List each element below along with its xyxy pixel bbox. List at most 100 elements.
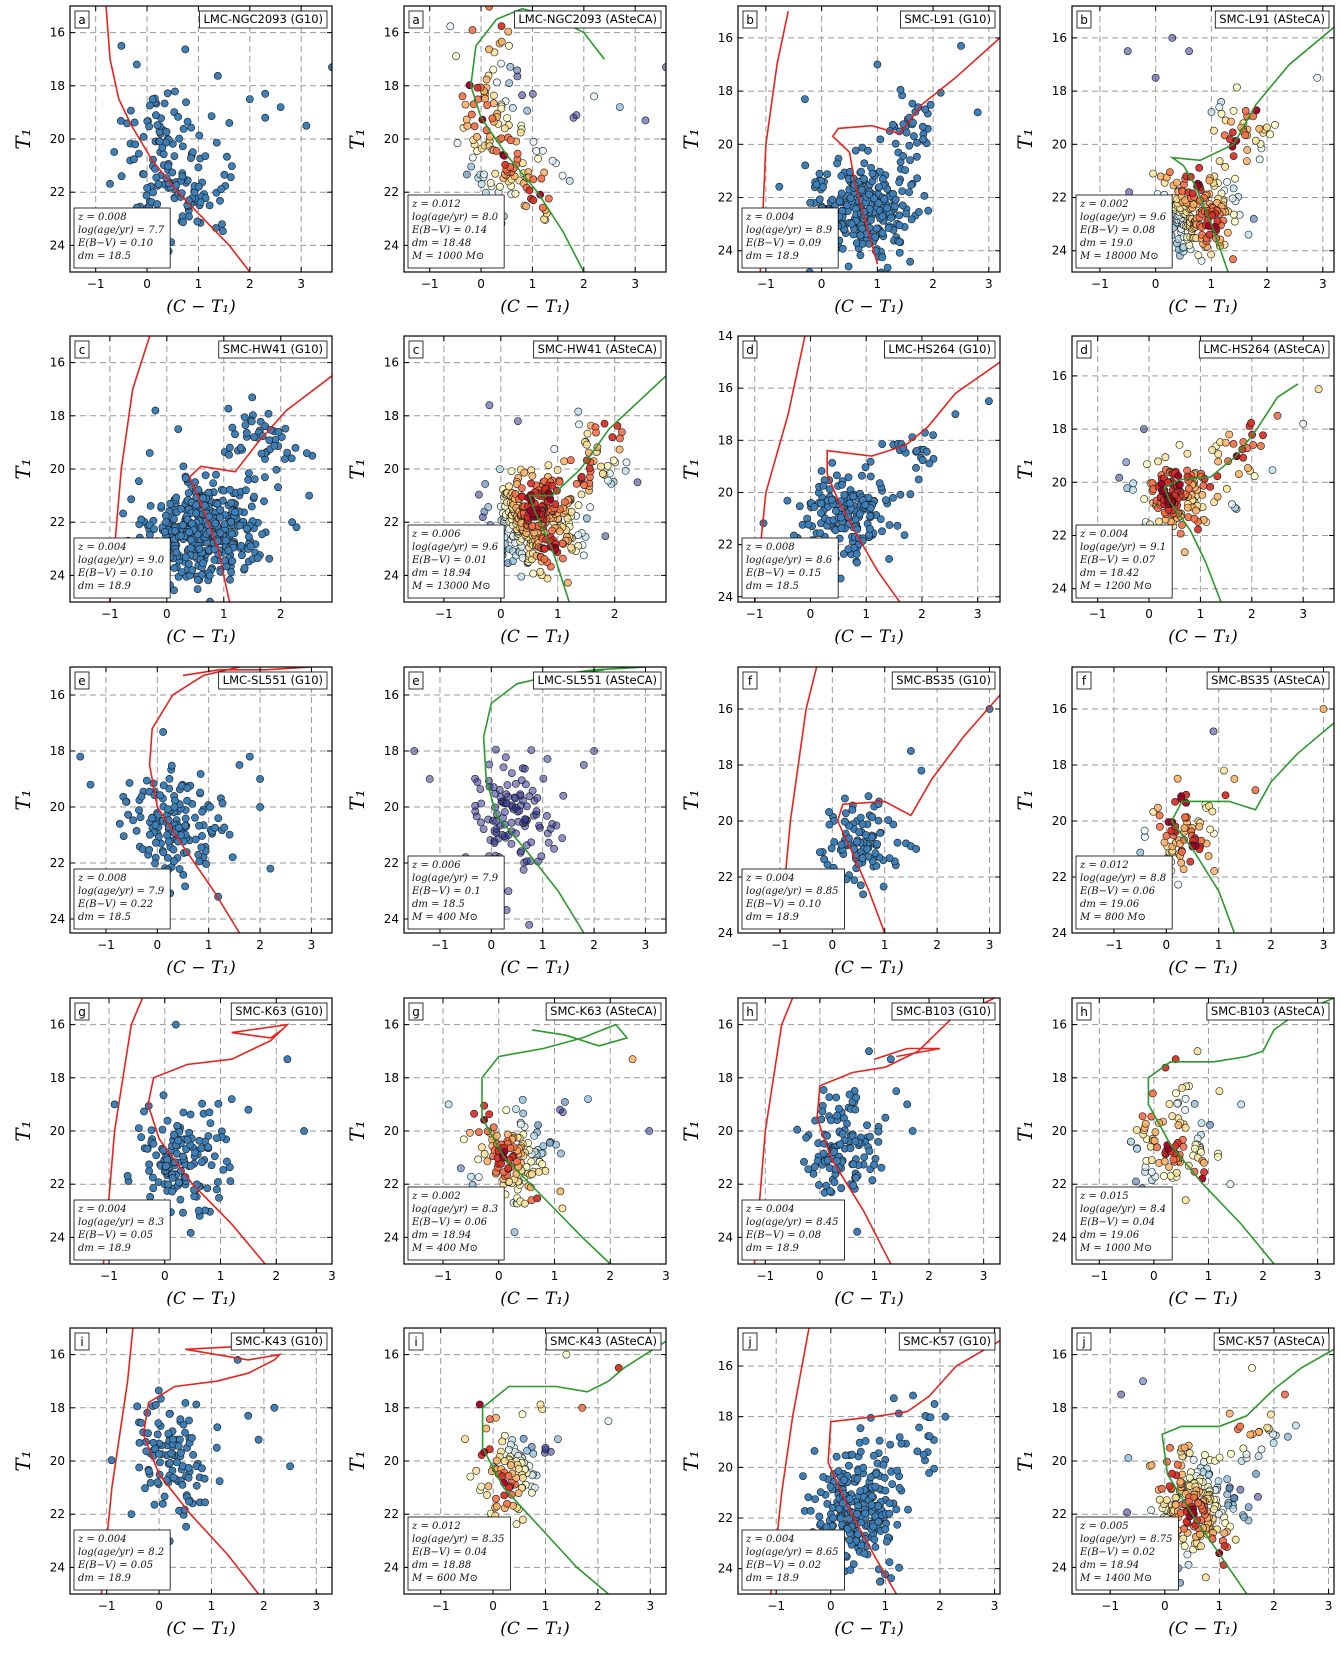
data-point: [856, 251, 865, 260]
fit-params-box: [1075, 855, 1173, 930]
data-point: [225, 443, 234, 452]
data-point: [887, 213, 895, 222]
data-point: [874, 1137, 883, 1146]
x-tick-label: 0: [163, 607, 171, 621]
panel-letter: j: [747, 1335, 751, 1349]
fit-param: log(age/yr) = 9.6: [412, 542, 499, 553]
data-point: [186, 1110, 195, 1119]
data-point: [518, 1473, 527, 1482]
data-point: [804, 1493, 813, 1502]
data-point: [857, 1541, 866, 1550]
data-point: [1214, 1477, 1223, 1485]
data-point: [1243, 146, 1252, 154]
data-point: [497, 134, 506, 143]
data-point: [1255, 155, 1264, 164]
fit-param: M = 1000 M⊙: [1079, 1243, 1152, 1254]
data-point: [880, 1473, 889, 1482]
data-point: [536, 1400, 545, 1409]
data-point: [228, 853, 237, 862]
data-point: [1229, 440, 1238, 448]
data-point: [884, 816, 893, 824]
data-point: [563, 514, 572, 523]
data-point: [134, 149, 143, 158]
y-tick-label: 20: [50, 132, 65, 146]
x-tick-label: −1: [1090, 1269, 1108, 1283]
data-point: [1147, 1461, 1156, 1470]
y-axis-label: T₁: [679, 128, 703, 149]
panel-title: LMC-HS264 (ASteCA): [1203, 342, 1325, 356]
data-point: [815, 848, 824, 856]
data-point: [127, 106, 135, 115]
data-point: [516, 790, 525, 799]
data-point: [168, 168, 177, 177]
data-point: [861, 1509, 869, 1518]
data-point: [878, 440, 887, 448]
data-point: [1165, 1482, 1174, 1491]
data-point: [1155, 517, 1163, 526]
y-tick-label: 22: [50, 515, 65, 529]
data-point: [868, 812, 877, 821]
data-point: [207, 1161, 216, 1170]
data-point: [870, 1535, 879, 1544]
data-point: [1229, 106, 1238, 115]
data-point: [482, 75, 491, 84]
data-point: [1136, 848, 1145, 857]
data-point: [912, 152, 921, 161]
data-point: [164, 1180, 172, 1189]
data-point: [241, 486, 250, 495]
fit-param: E(B−V) = 0.06: [1079, 886, 1156, 897]
data-point: [1179, 1534, 1188, 1543]
data-point: [892, 1505, 901, 1514]
data-point: [548, 820, 557, 828]
data-point: [482, 1491, 491, 1499]
data-point: [182, 1522, 190, 1531]
fit-params-box: [73, 207, 171, 269]
data-point: [172, 493, 181, 502]
data-point: [795, 502, 804, 511]
panel-title: SMC-K63 (ASteCA): [550, 1004, 657, 1018]
data-point: [861, 500, 870, 509]
data-point: [628, 1055, 637, 1064]
data-point: [188, 566, 197, 575]
panel-title-box: [513, 10, 662, 29]
x-axis-label: (C − T₁): [1168, 958, 1237, 978]
data-point: [885, 555, 893, 563]
data-point: [194, 1206, 203, 1215]
data-point: [534, 1121, 542, 1129]
data-point: [868, 169, 877, 178]
data-point: [837, 840, 846, 849]
data-point: [579, 551, 588, 560]
y-tick-label: 18: [50, 1401, 65, 1415]
isochrone-line: [827, 1340, 1000, 1594]
data-point: [1236, 1485, 1245, 1494]
data-point: [840, 817, 849, 826]
data-point: [1159, 1172, 1168, 1180]
data-point: [123, 1171, 132, 1180]
data-point: [186, 154, 195, 162]
data-point: [512, 1105, 520, 1113]
data-point: [582, 440, 591, 449]
data-point: [533, 794, 542, 802]
data-point: [499, 763, 508, 772]
data-point: [840, 794, 849, 803]
data-point: [1153, 803, 1162, 812]
data-point: [175, 134, 184, 143]
fit-params-box: [73, 1199, 171, 1261]
fit-param: M = 13000 M⊙: [411, 581, 491, 592]
data-point: [163, 1155, 172, 1164]
data-point: [148, 1173, 157, 1182]
data-point: [828, 1503, 837, 1512]
x-tick-label: 0: [154, 938, 162, 952]
data-point: [1251, 136, 1260, 145]
data-point: [558, 1204, 567, 1213]
data-point: [884, 224, 893, 232]
data-point: [883, 204, 891, 213]
data-point: [153, 200, 162, 209]
data-point: [174, 1178, 183, 1187]
data-point: [283, 1055, 292, 1064]
data-point: [222, 1157, 231, 1166]
